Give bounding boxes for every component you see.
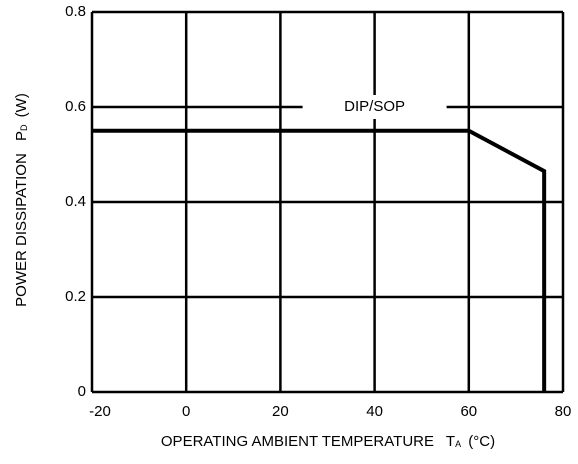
y-axis-label: POWER DISSIPATION PD (W): [13, 93, 33, 307]
y-label-sub: D: [19, 124, 29, 131]
x-label-symbol: T: [446, 433, 455, 450]
y-label-text: POWER DISSIPATION: [13, 153, 30, 307]
y-tick-label: 0.2: [65, 288, 86, 305]
x-tick-label: 20: [272, 403, 289, 420]
x-label-text: OPERATING AMBIENT TEMPERATURE: [161, 433, 434, 450]
y-tick-label: 0: [78, 383, 86, 400]
x-tick-label: 60: [460, 403, 477, 420]
y-label-unit: (W): [13, 93, 30, 117]
annotation-bg: [302, 95, 447, 119]
annotation: DIP/SOP: [344, 98, 405, 115]
y-tick-label: 0.6: [65, 98, 86, 115]
x-tick-label: 0: [182, 403, 190, 420]
data-line: [92, 128, 547, 392]
x-label-unit: (°C): [468, 433, 495, 450]
y-tick-label: 0.8: [65, 3, 86, 20]
y-tick-label: 0.4: [65, 193, 86, 210]
x-label-sub: A: [455, 439, 461, 449]
y-label-symbol: P: [13, 131, 30, 141]
x-axis-label: OPERATING AMBIENT TEMPERATURE TA (°C): [161, 433, 495, 453]
x-tick-label: 80: [555, 403, 572, 420]
x-tick-label: -20: [89, 403, 111, 420]
x-tick-label: 40: [366, 403, 383, 420]
